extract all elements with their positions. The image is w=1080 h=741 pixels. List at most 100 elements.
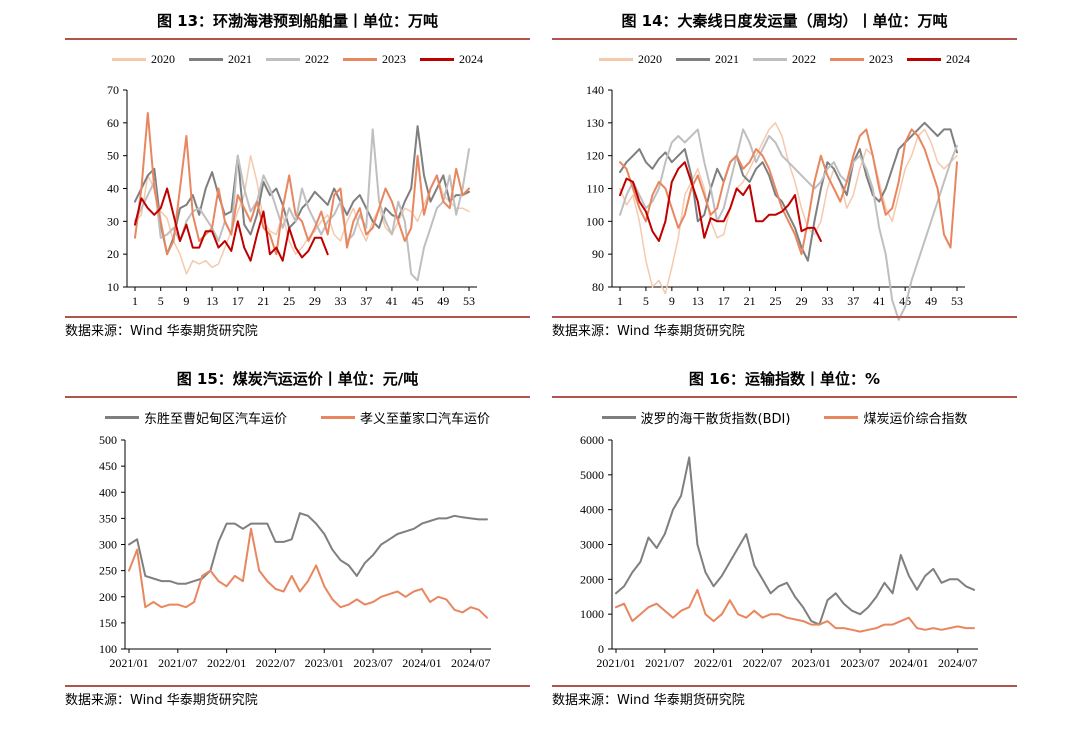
legend-item: 2021: [676, 52, 739, 67]
series-line: [134, 128, 470, 282]
y-tick-label: 5000: [580, 468, 604, 482]
source-rule: [65, 685, 530, 687]
y-tick-label: 80: [592, 280, 604, 294]
y-tick-label: 500: [99, 433, 117, 447]
x-tick-label: 2021/01: [109, 656, 148, 670]
x-tick-label: 25: [770, 294, 782, 308]
chart-legend: 2020 2021 2022 2023 2024: [65, 52, 530, 67]
x-tick-label: 13: [206, 294, 218, 308]
series-line: [619, 161, 822, 242]
y-tick-label: 100: [586, 214, 604, 228]
legend-label: 2023: [382, 52, 406, 66]
chart-title: 图 16：运输指数丨单位：%: [688, 370, 881, 388]
legend-item: 煤炭运价综合指数: [824, 408, 967, 427]
line-chart-plot: 0 1000 2000 3000 4000 5000 6000 2021/01 2021/07 2…: [580, 433, 978, 670]
x-tick-label: 49: [925, 294, 937, 308]
legend-label: 煤炭运价综合指数: [863, 412, 968, 427]
x-tick-label: 2021/07: [645, 656, 684, 670]
chart-panel-fig14: 图 14：大秦线日度发运量（周均）丨单位：万吨 2020 2021 2022 2023…: [552, 6, 1017, 346]
x-tick-label: 2023/01: [792, 656, 831, 670]
series-line: [619, 121, 958, 262]
legend-swatch: [104, 416, 139, 419]
x-tick-label: 2023/07: [353, 656, 392, 670]
legend-label: 2022: [305, 52, 329, 66]
x-tick-label: 5: [643, 294, 649, 308]
legend-item: 2020: [599, 52, 662, 67]
legend-label: 2020: [151, 52, 175, 66]
legend-item: 2023: [343, 52, 406, 67]
x-tick-label: 29: [795, 294, 807, 308]
legend-swatch: [266, 58, 300, 61]
legend-item: 东胜至曹妃甸区汽车运价: [104, 408, 287, 427]
chart-legend: 2020 2021 2022 2023 2024: [552, 52, 1017, 67]
chart-panel-fig15: 图 15：煤炭汽运运价丨单位：元/吨 东胜至曹妃甸区汽车运价 孝义至董家口汽车运价…: [65, 364, 530, 741]
x-tick-label: 2021/07: [158, 656, 197, 670]
x-tick-label: 25: [283, 294, 295, 308]
y-tick-label: 60: [107, 116, 119, 130]
x-tick-label: 41: [386, 294, 398, 308]
y-tick-label: 250: [99, 564, 117, 578]
title-rule: [552, 396, 1017, 398]
series-line: [619, 128, 958, 256]
x-tick-label: 2024/07: [938, 656, 977, 670]
legend-label: 2024: [459, 52, 483, 66]
y-tick-label: 100: [99, 642, 117, 656]
x-tick-label: 17: [718, 294, 730, 308]
legend-swatch: [907, 58, 941, 61]
chart-panel-fig16: 图 16：运输指数丨单位：% 波罗的海干散货指数(BDI) 煤炭运价综合指数 0 1…: [552, 364, 1017, 741]
legend-swatch: [753, 58, 787, 61]
x-tick-label: 1: [617, 294, 623, 308]
chart-legend: 东胜至曹妃甸区汽车运价 孝义至董家口汽车运价: [65, 408, 530, 427]
y-tick-label: 150: [99, 616, 117, 630]
y-tick-label: 30: [107, 214, 119, 228]
x-tick-label: 33: [335, 294, 347, 308]
x-tick-label: 53: [951, 294, 963, 308]
legend-swatch: [830, 58, 864, 61]
x-tick-label: 2021/01: [596, 656, 635, 670]
y-tick-label: 200: [99, 590, 117, 604]
series-line: [619, 128, 958, 321]
series-line: [134, 112, 470, 256]
source-note: 数据来源：Wind 华泰期货研究院: [65, 324, 258, 339]
y-tick-label: 140: [586, 83, 604, 97]
source-rule: [65, 316, 530, 318]
y-tick-label: 350: [99, 511, 117, 525]
x-tick-label: 33: [821, 294, 833, 308]
legend-label: 2021: [715, 52, 739, 66]
legend-item: 2020: [112, 52, 175, 67]
x-tick-label: 2022/07: [743, 656, 782, 670]
legend-swatch: [321, 416, 355, 419]
x-tick-label: 2023/01: [305, 656, 344, 670]
source-note: 数据来源：Wind 华泰期货研究院: [65, 693, 258, 708]
y-tick-label: 110: [586, 182, 604, 196]
legend-item: 2024: [907, 52, 970, 67]
y-tick-label: 450: [99, 459, 117, 473]
y-tick-label: 6000: [580, 433, 604, 447]
series-line: [128, 512, 488, 585]
chart-panel-fig13: 图 13：环渤海港预到船舶量丨单位：万吨 2020 2021 2022 2023 202…: [65, 6, 530, 346]
legend-item: 2023: [830, 52, 893, 67]
x-tick-label: 21: [257, 294, 269, 308]
y-tick-label: 3000: [580, 538, 604, 552]
chart-title: 图 15：煤炭汽运运价丨单位：元/吨: [176, 370, 419, 388]
legend-swatch: [189, 58, 223, 61]
x-tick-label: 2024/01: [889, 656, 928, 670]
x-tick-label: 9: [183, 294, 189, 308]
x-tick-label: 49: [437, 294, 449, 308]
y-tick-label: 90: [592, 247, 604, 261]
chart-legend: 波罗的海干散货指数(BDI) 煤炭运价综合指数: [552, 408, 1017, 427]
x-tick-label: 17: [232, 294, 244, 308]
series-line: [615, 588, 975, 633]
series-line: [134, 187, 329, 262]
legend-item: 孝义至董家口汽车运价: [321, 408, 490, 427]
y-tick-label: 130: [586, 116, 604, 130]
legend-swatch: [112, 58, 146, 61]
series-line: [615, 456, 975, 626]
legend-label: 2023: [869, 52, 893, 66]
source-note: 数据来源：Wind 华泰期货研究院: [552, 693, 745, 708]
y-tick-label: 400: [99, 485, 117, 499]
title-rule: [65, 38, 530, 40]
x-tick-label: 37: [847, 294, 859, 308]
legend-label: 2021: [228, 52, 252, 66]
